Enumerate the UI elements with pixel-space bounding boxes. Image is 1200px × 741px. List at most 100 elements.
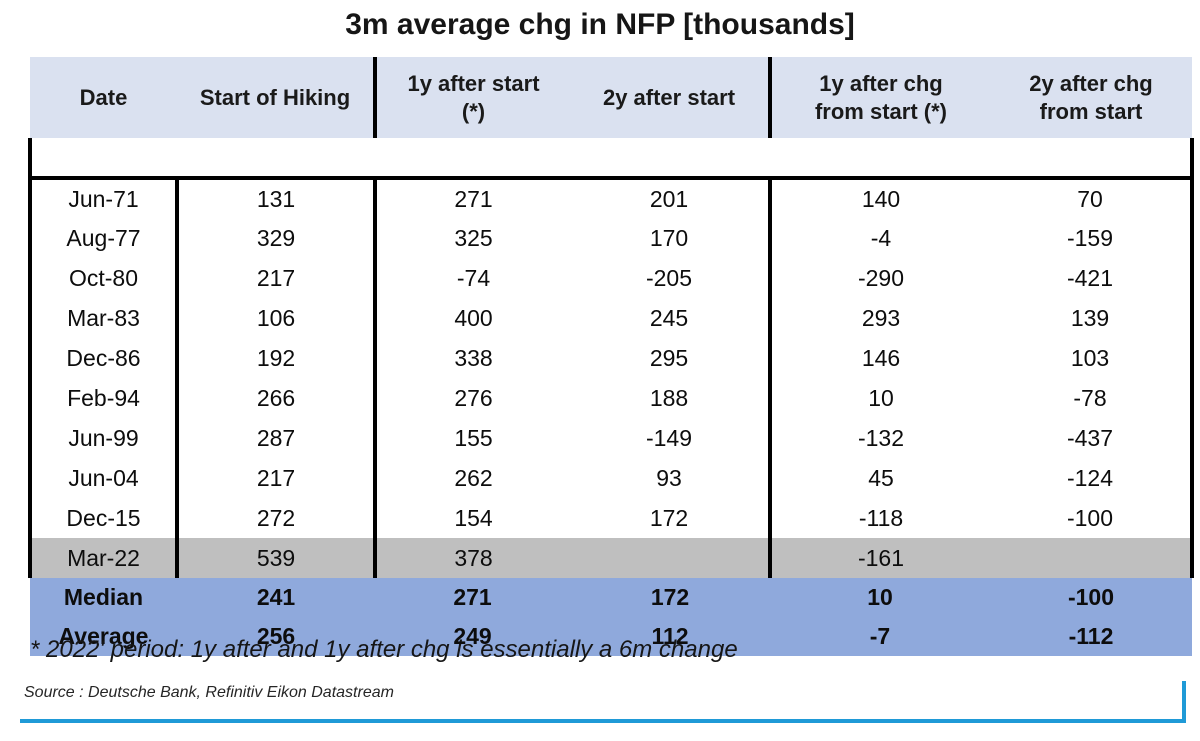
table-row: Dec-86 192 338 295 146 103 [28,338,1194,378]
summary-value: -100 [990,578,1192,617]
header-row: Date Start of Hiking 1y after start (*) 2y … [30,57,1192,138]
value-cell: -100 [990,498,1194,538]
summary-value: -7 [770,617,990,656]
value-cell: 293 [768,298,990,338]
value-cell [570,538,770,578]
table-header: Date Start of Hiking 1y after start (*) 2y … [30,57,1192,138]
value-cell: 10 [768,378,990,418]
value-cell: 276 [373,378,570,418]
footnote: * 2022' period: 1y after and 1y after ch… [30,636,738,663]
date-cell: Mar-22 [28,538,177,578]
value-cell: 154 [373,498,570,538]
date-cell: Jun-71 [28,178,177,218]
value-cell: 217 [175,458,375,498]
value-cell: 378 [373,538,570,578]
date-cell: Oct-80 [28,258,177,298]
summary-value: 256 [177,617,375,656]
value-cell: 201 [570,178,770,218]
value-cell: 139 [990,298,1194,338]
value-cell: -161 [768,538,990,578]
accent-bracket [20,681,1186,723]
column-header: 2y after chg from start [990,57,1192,138]
summary-label: Median [30,578,177,617]
summary-value: 10 [770,578,990,617]
date-cell: Jun-99 [28,418,177,458]
date-cell: Dec-86 [28,338,177,378]
summary-value: -112 [990,617,1192,656]
value-cell: 262 [373,458,570,498]
value-cell [990,538,1194,578]
summary-row-average: Average 256 249 112 -7 -112 [30,617,1192,656]
value-cell: -78 [990,378,1194,418]
value-cell: -74 [373,258,570,298]
value-cell: -124 [990,458,1194,498]
table-summary: Median 241 271 172 10 -100 Average 256 249 112 -7-… [30,578,1192,656]
value-cell: -290 [768,258,990,298]
value-cell: 172 [570,498,770,538]
table-row: Mar-83 106 400 245 293 139 [28,298,1194,338]
summary-value: 249 [375,617,570,656]
value-cell: 103 [990,338,1194,378]
value-cell: 400 [373,298,570,338]
nfp-table: Date Start of Hiking 1y after start (*) 2y … [28,57,1194,656]
column-header: Start of Hiking [177,57,375,138]
value-cell: 131 [175,178,375,218]
value-cell: -149 [570,418,770,458]
value-cell: -4 [768,218,990,258]
summary-value: 241 [177,578,375,617]
value-cell: 329 [175,218,375,258]
date-cell: Mar-83 [28,298,177,338]
value-cell: 338 [373,338,570,378]
column-header: 1y after chg from start (*) [768,57,990,138]
column-header: 1y after start (*) [373,57,570,138]
date-cell: Feb-94 [28,378,177,418]
value-cell: 93 [570,458,770,498]
value-cell: 266 [175,378,375,418]
value-cell: -118 [768,498,990,538]
value-cell: 271 [373,178,570,218]
value-cell: 539 [175,538,375,578]
table-row: Aug-77 329 325 170 -4 -159 [28,218,1194,258]
table-row: Jun-71 131 271 201 140 70 [28,178,1194,218]
value-cell: 287 [175,418,375,458]
date-cell: Jun-04 [28,458,177,498]
value-cell: -421 [990,258,1194,298]
table-row: Dec-15 272 154 172 -118 -100 [28,498,1194,538]
value-cell: 295 [570,338,770,378]
summary-label: Average [30,617,177,656]
value-cell: -159 [990,218,1194,258]
highlighted-row: Mar-22 539 378 -161 [28,538,1194,578]
value-cell: 188 [570,378,770,418]
value-cell: -205 [570,258,770,298]
value-cell: 106 [175,298,375,338]
table-row: Feb-94 266 276 188 10 -78 [28,378,1194,418]
value-cell: 217 [175,258,375,298]
header-divider [28,138,1194,180]
summary-row-median: Median 241 271 172 10 -100 [30,578,1192,617]
summary-value: 271 [375,578,570,617]
value-cell: 155 [373,418,570,458]
value-cell: 70 [990,178,1194,218]
table-body: Jun-71 131 271 201 140 70 Aug-77 329 325 170 -4 -15… [28,138,1194,578]
table-row: Jun-04 217 262 93 45 -124 [28,458,1194,498]
value-cell: 140 [768,178,990,218]
date-cell: Aug-77 [28,218,177,258]
source-note: Source : Deutsche Bank, Refinitiv Eikon … [24,684,394,701]
value-cell: -132 [768,418,990,458]
value-cell: 192 [175,338,375,378]
value-cell: 170 [570,218,770,258]
table-row: Jun-99 287 155 -149 -132 -437 [28,418,1194,458]
column-header: 2y after start [570,57,770,138]
value-cell: -437 [990,418,1194,458]
table-row: Oct-80 217 -74 -205 -290 -421 [28,258,1194,298]
summary-value: 172 [570,578,770,617]
value-cell: 325 [373,218,570,258]
date-cell: Dec-15 [28,498,177,538]
value-cell: 146 [768,338,990,378]
summary-value: 112 [570,617,770,656]
value-cell: 245 [570,298,770,338]
value-cell: 45 [768,458,990,498]
value-cell: 272 [175,498,375,538]
page-title: 3m average chg in NFP [thousands] [345,8,855,41]
